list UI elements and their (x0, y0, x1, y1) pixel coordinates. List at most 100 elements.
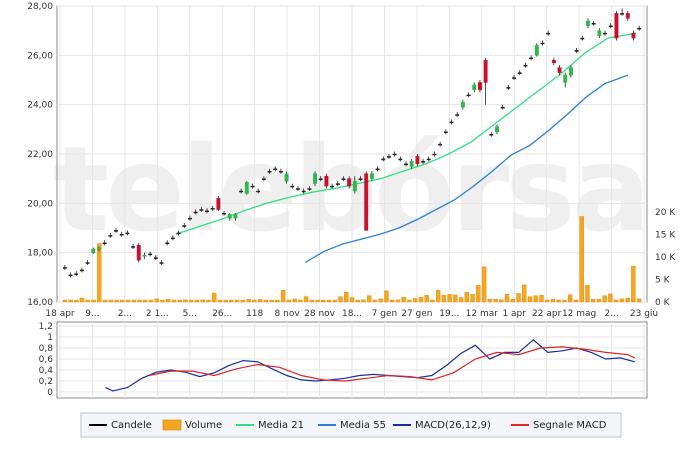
volume-bar (120, 299, 125, 303)
candle-body (455, 114, 460, 116)
macd-axis-labels: 00,20,40,60,811,2 (39, 322, 54, 398)
volume-bar (412, 298, 418, 303)
candle-body (421, 161, 426, 163)
candle-body (176, 232, 181, 235)
candle-body (91, 248, 96, 253)
volume-bar (556, 299, 561, 303)
volume-tick-label: 5 K (655, 276, 671, 286)
candle-body (284, 173, 289, 182)
candle-body (210, 208, 215, 210)
candle-body (495, 126, 499, 133)
volume-bar (401, 296, 406, 303)
ma55-path (304, 74, 629, 264)
candle-body (330, 185, 335, 188)
volume-bar (137, 299, 142, 303)
volume-bar (458, 297, 464, 303)
candle-body (443, 131, 448, 134)
volume-bar (625, 297, 630, 303)
candle-body (182, 225, 187, 227)
candle-body (85, 262, 90, 264)
date-tick-label: 26... (212, 309, 232, 319)
volume-bar (131, 299, 136, 303)
candle-body (483, 60, 488, 83)
volume-bar (435, 290, 441, 303)
candle-body (131, 246, 136, 248)
macd-tick-label: 1 (47, 333, 53, 343)
volume-bar (275, 299, 280, 303)
volume-bar (223, 299, 228, 303)
volume-bar (585, 285, 590, 303)
volume-bar (470, 294, 475, 303)
candle-body (227, 214, 232, 219)
volume-bar (355, 299, 360, 303)
date-tick-label: 23 giu (630, 309, 658, 319)
volume-bar (441, 295, 447, 303)
price-tick-label: 22,00 (27, 150, 53, 160)
volume-bar (309, 299, 315, 303)
candle-body (580, 37, 585, 40)
volume-bar (280, 290, 286, 303)
candle-body (512, 77, 517, 79)
volume-bar (292, 298, 297, 303)
volume-bar (596, 299, 602, 303)
volume-bar (527, 296, 533, 303)
volume-bar (481, 266, 487, 303)
volume-bar (349, 297, 355, 303)
candle-body (261, 178, 266, 180)
volume-bar (114, 299, 119, 303)
volume-bar (269, 299, 274, 303)
volume-bar (194, 299, 200, 303)
volume-bar (487, 299, 493, 303)
macd-tick-label: 0,8 (39, 344, 54, 354)
volume-axis-labels: 0 K 5 K 10 K 15 K 20 K (655, 208, 676, 308)
candle-body (119, 233, 124, 236)
candle-body (74, 273, 79, 275)
candle-body (466, 94, 471, 97)
date-tick-label: 7 gen (372, 309, 398, 319)
volume-bar (418, 296, 424, 303)
volume-bar (407, 299, 412, 303)
macd-lines (105, 339, 636, 392)
price-tick-label: 16,00 (27, 298, 53, 308)
candle-body (335, 183, 340, 185)
volume-bar (395, 299, 401, 303)
candle-body (517, 72, 522, 74)
candle-body (369, 173, 374, 179)
candle-body (620, 13, 625, 15)
price-tick-label: 20,00 (27, 199, 53, 209)
volume-bar (613, 299, 619, 303)
volume-bar (143, 299, 148, 303)
candle-body (534, 45, 539, 56)
macd-line (105, 339, 635, 392)
volume-bar (504, 294, 510, 303)
volume-bar (573, 299, 579, 303)
candle-body (449, 121, 454, 124)
date-axis-labels: 18 apr 9... 2... 2 1... 5... 26... 118 8 nov 28 … (45, 309, 658, 319)
candle-body (256, 190, 261, 193)
volume-bar (562, 299, 567, 303)
candle-body (102, 242, 107, 245)
candle-body (341, 178, 346, 180)
candle-body (307, 188, 312, 190)
date-tick-label: 12 mag (562, 309, 596, 319)
candle-body (244, 182, 249, 194)
candle-body (415, 156, 420, 165)
macd-tick-label: 1,2 (39, 322, 53, 332)
price-tick-label: 28,00 (27, 2, 53, 12)
date-tick-label: 19... (439, 309, 459, 319)
candle-body (301, 190, 306, 193)
legend-label: Media 55 (340, 420, 386, 431)
volume-bar (389, 299, 395, 303)
volume-bar (631, 265, 636, 303)
ma21-path (175, 32, 637, 235)
volume-bar (430, 299, 435, 303)
price-tick-label: 18,00 (27, 249, 53, 259)
date-tick-label: 28 nov (304, 309, 336, 319)
candle-body (153, 257, 158, 259)
candle-body (586, 20, 590, 26)
candle-body (159, 262, 164, 264)
volume-bar (125, 299, 131, 303)
date-tick-label: 18 apr (45, 309, 75, 319)
candles (62, 8, 642, 278)
candle-body (546, 32, 551, 35)
